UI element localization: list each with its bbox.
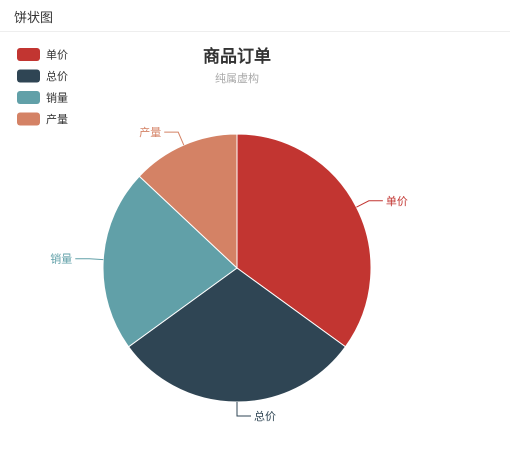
pie-label-series-2: 总价: [254, 409, 276, 423]
chart-subtitle: 纯属虚构: [215, 71, 259, 85]
chart-title: 商品订单: [203, 46, 271, 67]
pie-label-series-1: 单价: [386, 195, 408, 208]
pie-slice-series-2[interactable]: [127, 267, 347, 403]
pie-leader-line-series-2: [236, 402, 251, 417]
legend-label-series-3[interactable]: 销量: [46, 91, 68, 105]
pie-leader-line-series-3: [75, 258, 104, 261]
pie-label-series-4: 产量: [139, 125, 161, 139]
legend-swatch-series-4[interactable]: [17, 112, 40, 126]
pie-slice-series-3[interactable]: [102, 175, 238, 348]
legend-swatch-series-2[interactable]: [17, 69, 40, 83]
panel-header: 饼状图: [0, 0, 510, 32]
pie-slice-series-4[interactable]: [138, 133, 238, 270]
pie-slice-series-1[interactable]: [236, 133, 372, 348]
panel-title: 饼状图: [14, 10, 54, 25]
pie-leader-line-series-4: [164, 131, 185, 146]
legend-label-series-1[interactable]: 单价: [46, 49, 68, 62]
legend-swatch-series-1[interactable]: [17, 48, 40, 61]
legend-swatch-series-3[interactable]: [17, 91, 40, 104]
pie-label-series-3: 销量: [50, 252, 72, 266]
legend-label-series-2[interactable]: 总价: [46, 69, 68, 83]
pie-leader-line-series-1: [356, 200, 383, 208]
pie-slices: [102, 133, 372, 403]
legend-label-series-4[interactable]: 产量: [46, 112, 68, 126]
